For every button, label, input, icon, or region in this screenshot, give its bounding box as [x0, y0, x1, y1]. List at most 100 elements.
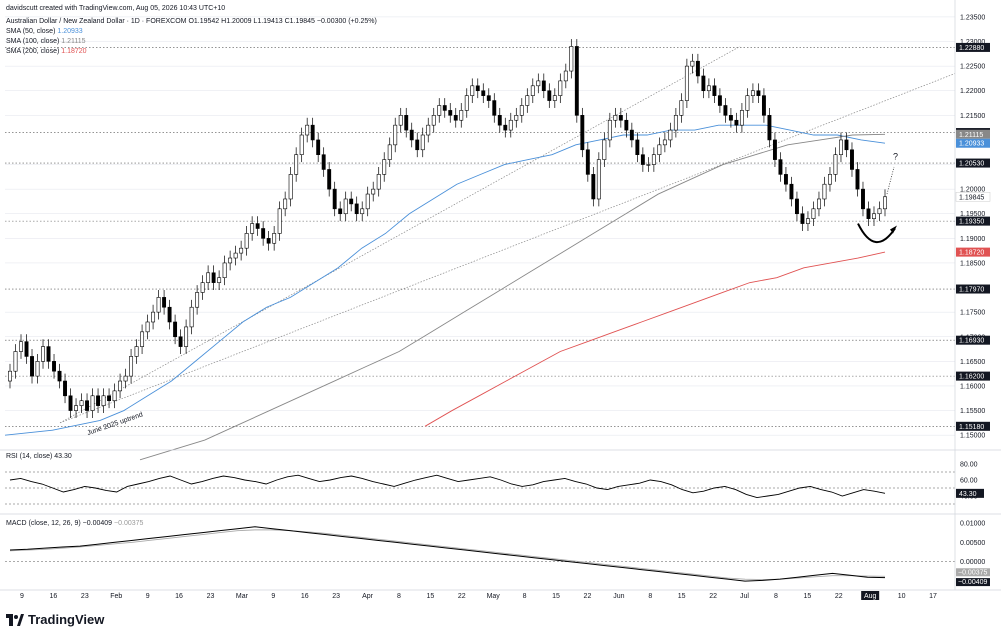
candle-body	[811, 208, 816, 219]
candle-body	[156, 297, 161, 313]
time-tick-label: 23	[81, 593, 89, 600]
sma50-legend[interactable]: SMA (50, close) 1.20933	[6, 27, 83, 36]
candle-body	[646, 164, 651, 166]
candle-body	[695, 60, 700, 77]
candle-body	[167, 306, 172, 323]
macd-value: −0.00409	[82, 520, 113, 527]
rebound-arrowhead	[890, 225, 897, 234]
candle-body	[673, 115, 678, 131]
price-tick-label: 1.17500	[960, 310, 985, 317]
candle-body	[404, 115, 409, 131]
candle-body	[338, 208, 343, 215]
time-axis[interactable]: 9 16 23 Feb 9 16 23 Mar 9 16 23 Apr 8 15 22 May 8 15 22 Jun…	[0, 589, 1001, 600]
candle-body	[844, 139, 849, 151]
candle-body	[283, 198, 288, 210]
sma100-value: 1.21115	[61, 38, 86, 45]
candle-body	[866, 208, 871, 219]
candle-body	[68, 395, 73, 411]
time-tick-label: Feb	[110, 593, 122, 600]
candle-body	[745, 95, 750, 111]
trendline-upper	[59, 46, 741, 424]
rsi-line	[9, 474, 886, 499]
candle-body	[635, 139, 640, 155]
price-badge-label: 1.18720	[959, 250, 984, 257]
price-tick-label: 1.20000	[960, 187, 985, 194]
time-tick-label: 15	[803, 593, 811, 600]
time-tick-label: 23	[332, 593, 340, 600]
candle-body	[475, 85, 480, 92]
time-tick-label: Apr	[362, 593, 374, 600]
macd-legend[interactable]: MACD (close, 12, 26, 9) −0.00409 −0.0037…	[6, 519, 143, 528]
candle-body	[244, 233, 249, 249]
sma200-value: 1.18720	[61, 48, 87, 55]
level-badge-label: 1.22880	[959, 45, 984, 52]
candle-body	[189, 306, 194, 328]
rsi-badge-label: 43.30	[959, 491, 977, 498]
candle-body	[651, 154, 656, 165]
sma100-legend[interactable]: SMA (100, close) 1.21115	[6, 37, 86, 46]
time-tick-label: 16	[175, 593, 183, 600]
candle-body	[618, 115, 623, 121]
time-tick-label: 8	[774, 593, 778, 600]
macd-tick-label: 0.00000	[960, 559, 985, 566]
candle-body	[750, 90, 755, 96]
time-tick-label: 23	[207, 593, 215, 600]
candle-body	[789, 183, 794, 200]
tradingview-logo[interactable]: TradingView	[6, 612, 104, 627]
candle-body	[607, 119, 612, 141]
time-tick-label: 16	[50, 593, 58, 600]
price-badge	[956, 247, 990, 257]
time-tick-label: 9	[271, 593, 275, 600]
price-tick-label: 1.16500	[960, 359, 985, 366]
candle-body	[883, 196, 887, 210]
candle-body	[90, 395, 95, 411]
macd-signal-badge	[956, 568, 990, 577]
candle-body	[184, 326, 189, 347]
candle-body	[46, 346, 51, 362]
candle-body	[800, 213, 805, 224]
level-badge	[956, 335, 990, 345]
rsi-value: 43.30	[54, 453, 72, 460]
time-tick-label: 9	[146, 593, 150, 600]
price-tick-label: 1.15500	[960, 408, 985, 415]
time-tick-label: 8	[523, 593, 527, 600]
candle-body	[470, 85, 475, 96]
candle-body	[547, 90, 552, 101]
candle-body	[85, 400, 89, 411]
level-badge	[956, 284, 990, 294]
candle-body	[684, 65, 689, 101]
candle-body	[734, 119, 739, 126]
time-tick-label: 22	[835, 593, 843, 600]
candle-body	[173, 321, 178, 338]
rsi-legend[interactable]: RSI (14, close) 43.30	[6, 452, 72, 461]
annotations: ?	[857, 152, 898, 244]
symbol-text: Australian Dollar / New Zealand Dollar ·…	[6, 18, 377, 25]
macd-tick-label: 0.00500	[960, 540, 985, 547]
candle-body	[316, 139, 321, 155]
sma200-legend[interactable]: SMA (200, close) 1.18720	[6, 47, 87, 56]
time-tick-label: 22	[709, 593, 717, 600]
candle-body	[585, 149, 590, 175]
candle-body	[415, 139, 420, 151]
candle-body	[107, 395, 112, 402]
rsi-tick-label: 80.00	[960, 462, 978, 469]
time-tick-label: 17	[929, 593, 937, 600]
candle-body	[250, 223, 255, 234]
price-tick-label: 1.19500	[960, 211, 985, 218]
candle-body	[739, 110, 744, 126]
candle-body	[266, 238, 271, 244]
candle-body	[118, 380, 123, 392]
price-tick-label: 1.22500	[960, 64, 985, 71]
rsi-badge	[956, 488, 984, 498]
candle-body	[288, 174, 293, 200]
price-tick-label: 1.15000	[960, 433, 985, 440]
candle-body	[365, 193, 370, 210]
candle-body	[728, 115, 733, 121]
candle-body	[717, 95, 722, 106]
price-tick-label: 1.23000	[960, 39, 985, 46]
candle-body	[541, 80, 546, 92]
candle-body	[200, 282, 205, 293]
macd-badge	[956, 578, 990, 587]
price-axis[interactable]: 1.23500 1.23000 1.22500 1.22000 1.21500 1.205…	[954, 0, 991, 590]
